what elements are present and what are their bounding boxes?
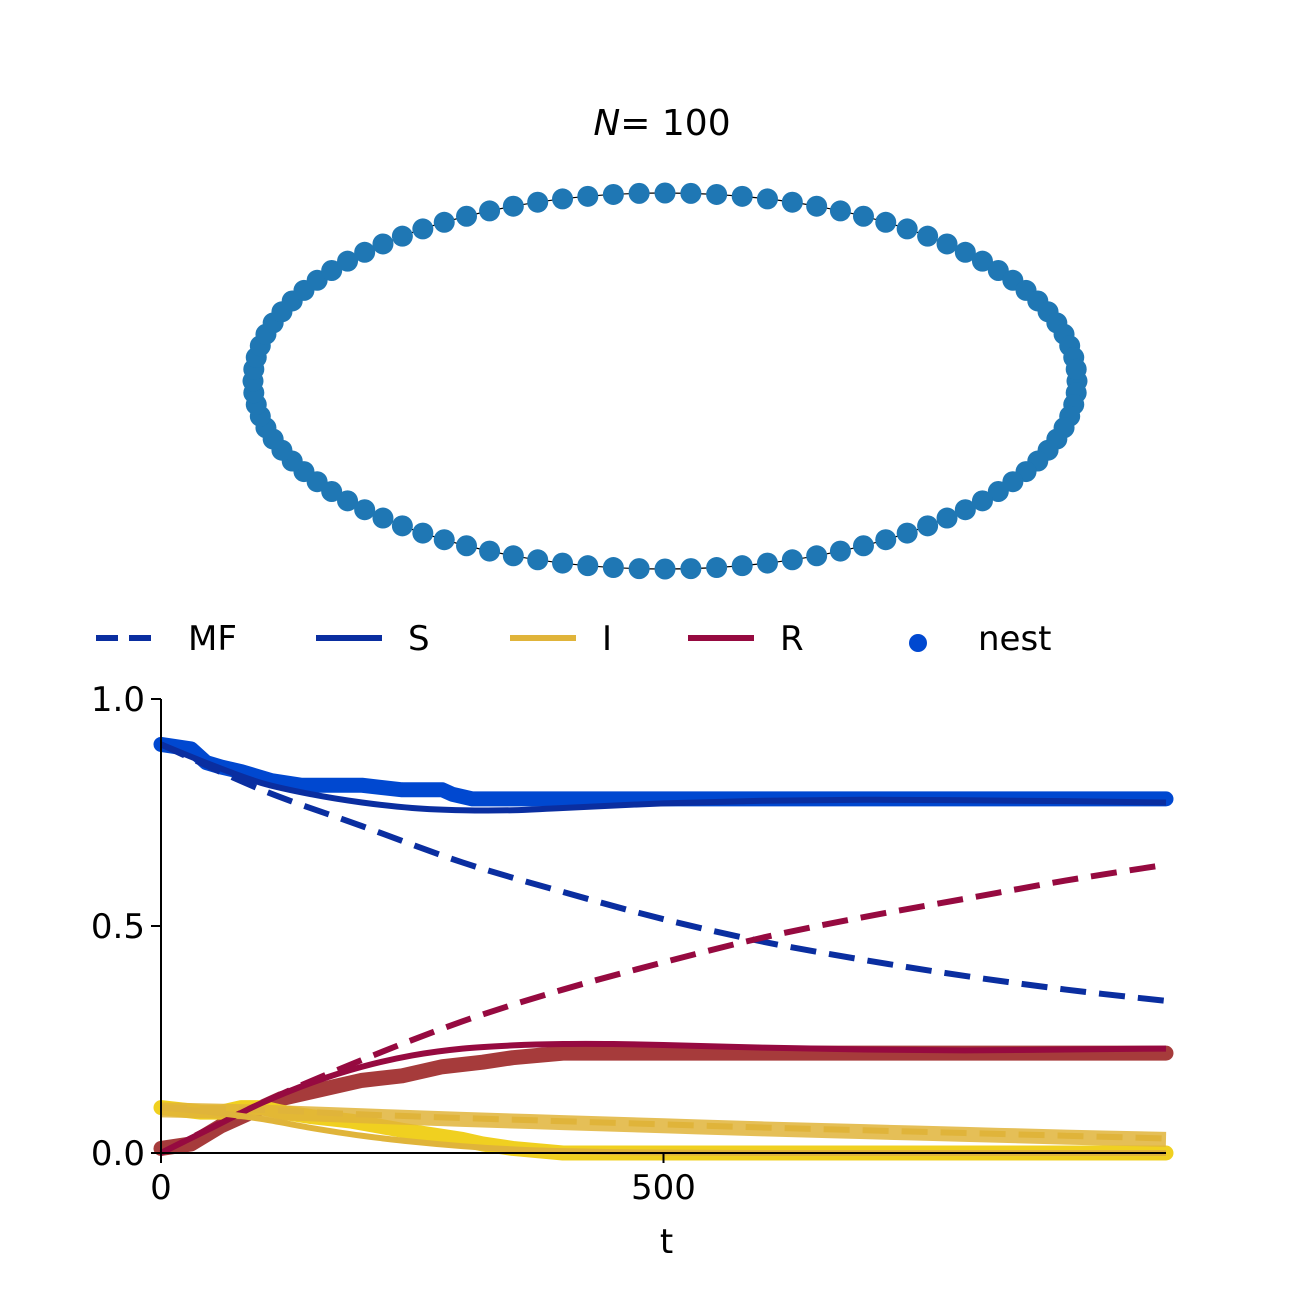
network-node [971, 490, 993, 512]
legend-item-r: R [688, 619, 804, 659]
network-node [654, 182, 676, 204]
network-node [829, 540, 851, 562]
legend-label: R [780, 619, 804, 659]
legend-label: MF [188, 619, 237, 659]
network-node [731, 185, 753, 207]
network-node [806, 545, 828, 567]
network-node [971, 250, 993, 272]
network-node [372, 507, 394, 529]
y-tick-label: 0.5 [91, 907, 145, 947]
network-node [731, 555, 753, 577]
network-node [354, 499, 376, 521]
network-title-eq: = 100 [620, 103, 730, 144]
legend-label: I [602, 619, 612, 659]
network-node [917, 515, 939, 537]
network-node [552, 188, 574, 210]
network-node [756, 188, 778, 210]
network-node [527, 549, 549, 571]
network-node [954, 241, 976, 263]
network-node [987, 481, 1009, 503]
network-node [806, 195, 828, 217]
legend-label: nest [978, 619, 1052, 659]
network-node [552, 552, 574, 574]
network-node [456, 205, 478, 227]
network-node [628, 558, 650, 580]
network-node [412, 218, 434, 240]
network-node [706, 557, 728, 579]
network-node [781, 549, 803, 571]
network-node [917, 225, 939, 247]
network-node [680, 182, 702, 204]
axes: 0 500 0.0 0.5 1.0 t [91, 680, 1166, 1262]
network-node [936, 233, 958, 255]
network-node [354, 241, 376, 263]
network-node [1065, 358, 1087, 380]
model-s-line [159, 741, 1167, 814]
y-tick-label: 1.0 [91, 680, 145, 720]
network-ring [242, 182, 1088, 580]
network-node [337, 490, 359, 512]
network-node [577, 555, 599, 577]
network-node [337, 250, 359, 272]
legend-marker [909, 634, 927, 652]
network-node [852, 205, 874, 227]
network-node [896, 522, 918, 544]
network-node [936, 507, 958, 529]
network-node [781, 191, 803, 213]
network-node [502, 195, 524, 217]
network-node [479, 200, 501, 222]
network-node [628, 182, 650, 204]
network-node [433, 529, 455, 551]
network-node [321, 259, 343, 281]
network-node [412, 522, 434, 544]
network-node [502, 545, 524, 567]
network-node [680, 558, 702, 580]
y-tick-label: 0.0 [91, 1134, 145, 1174]
nest-mf-i-line [160, 1102, 1167, 1147]
network-node [602, 557, 624, 579]
legend-label: S [408, 619, 430, 659]
mf-r-line [159, 861, 1167, 1156]
network-node [896, 218, 918, 240]
network-node [433, 211, 455, 233]
network-node [372, 233, 394, 255]
network-title: N= 100 [593, 103, 730, 144]
network-node [654, 558, 676, 580]
network-node [577, 185, 599, 207]
network-node [391, 225, 413, 247]
network-node [954, 499, 976, 521]
legend-item-s: S [316, 619, 430, 659]
network-node [391, 515, 413, 537]
network-node [527, 191, 549, 213]
time-series-plot: 0 500 0.0 0.5 1.0 t [91, 680, 1174, 1262]
legend-item-nest: nest [909, 619, 1052, 659]
network-node [756, 552, 778, 574]
network-node [706, 183, 728, 205]
network-node [829, 200, 851, 222]
x-tick-label: 0 [150, 1168, 172, 1208]
network-node [456, 535, 478, 557]
x-axis-label: t [660, 1222, 673, 1262]
network-node [875, 211, 897, 233]
nest-s-line [153, 736, 1174, 807]
network-node [852, 535, 874, 557]
series-layer [153, 736, 1174, 1161]
mf-s-line [159, 741, 1167, 1004]
mf-i-line [160, 1104, 1167, 1142]
network-title-var: N [593, 103, 620, 144]
x-tick-label: 500 [631, 1168, 696, 1208]
network-node [602, 183, 624, 205]
legend-item-mf: MF [96, 619, 237, 659]
legend-item-i: I [510, 619, 612, 659]
model-r-line [159, 1040, 1167, 1156]
network-node [479, 540, 501, 562]
network-node [875, 529, 897, 551]
